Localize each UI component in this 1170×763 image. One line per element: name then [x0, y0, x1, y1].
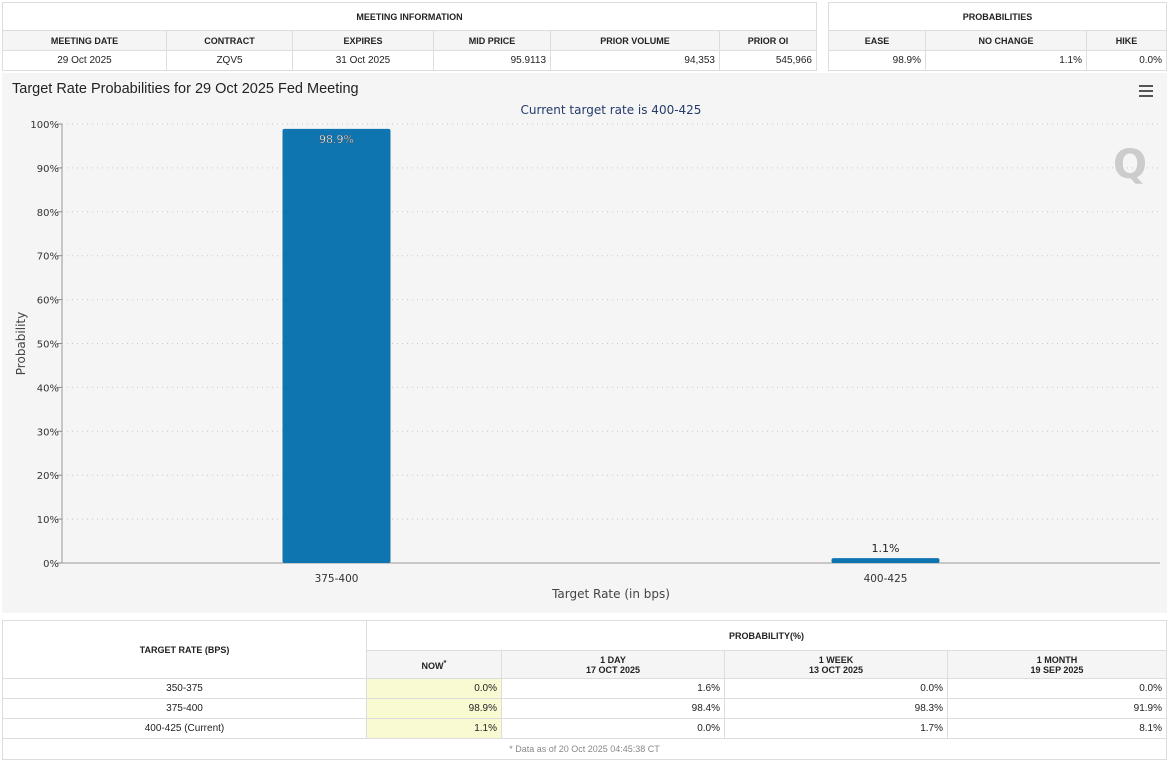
- probabilities-title: PROBABILITIES: [828, 2, 1167, 31]
- meeting-info-table: MEETING INFORMATION MEETING DATE CONTRACT…: [2, 2, 817, 71]
- no-change-value: 1.1%: [925, 50, 1087, 71]
- y-tick-label: 90%: [37, 164, 59, 175]
- prior-volume: 94,353: [550, 50, 720, 71]
- y-tick-label: 10%: [37, 515, 59, 526]
- probability-cell: 1.6%: [501, 678, 725, 699]
- y-tick-label: 70%: [37, 252, 59, 263]
- data-label: 1.1%: [872, 542, 900, 555]
- period-label: NOW: [421, 661, 444, 671]
- probability-cell: 0.0%: [501, 718, 725, 739]
- probability-cell: 1.7%: [724, 718, 948, 739]
- probability-cell: 0.0%: [724, 678, 948, 699]
- period-header: NOW*: [366, 650, 502, 679]
- probabilities-table: PROBABILITIES EASE NO CHANGE HIKE 98.9% 1.1…: [828, 2, 1167, 71]
- probability-cell: 0.0%: [947, 678, 1167, 699]
- col-header: PRIOR VOLUME: [550, 30, 720, 51]
- probability-cell: 0.0%: [366, 678, 502, 699]
- period-header: 1 MONTH 19 SEP 2025: [947, 650, 1167, 679]
- meeting-info-title: MEETING INFORMATION: [2, 2, 817, 31]
- contract: ZQV5: [166, 50, 293, 71]
- period-date: 13 OCT 2025: [808, 664, 864, 675]
- ease-value: 98.9%: [828, 50, 926, 71]
- x-tick-label: 400-425: [864, 573, 908, 585]
- chart-subtitle: Current target rate is 400-425: [521, 103, 702, 117]
- bar-375-400: [282, 128, 391, 564]
- period-header: 1 DAY 17 OCT 2025: [501, 650, 725, 679]
- period-label: 1 DAY: [600, 654, 626, 665]
- col-header: MID PRICE: [433, 30, 551, 51]
- col-header: EASE: [828, 30, 926, 51]
- y-tick-label: 100%: [30, 120, 59, 131]
- bar-400-425: [831, 558, 940, 563]
- data-label: 98.9%: [319, 133, 354, 146]
- y-tick-label: 20%: [37, 471, 59, 482]
- period-label: 1 MONTH: [1036, 654, 1078, 665]
- probability-cell: 91.9%: [947, 698, 1167, 719]
- bar-chart: 0% 10% 20% 30% 40% 50% 60% 70% 80% 90% 100% 375-400…: [14, 103, 1160, 601]
- period-label: 1 WEEK: [818, 654, 854, 665]
- col-header: MEETING DATE: [2, 30, 167, 51]
- chart-menu-icon[interactable]: [1139, 85, 1153, 100]
- x-axis-title: Target Rate (in bps): [551, 587, 670, 601]
- probability-cell: 98.9%: [366, 698, 502, 719]
- col-header: NO CHANGE: [925, 30, 1087, 51]
- y-tick-label: 0%: [43, 559, 59, 570]
- y-tick-label: 50%: [37, 340, 59, 351]
- chart-title: Target Rate Probabilities for 29 Oct 202…: [12, 81, 359, 97]
- probability-cell: 98.4%: [501, 698, 725, 719]
- meeting-date: 29 Oct 2025: [2, 50, 167, 71]
- y-axis-title: Probability: [14, 312, 28, 375]
- y-tick-label: 30%: [37, 427, 59, 438]
- expires: 31 Oct 2025: [292, 50, 434, 71]
- probability-cell: 1.1%: [366, 718, 502, 739]
- footnote: * Data as of 20 Oct 2025 04:45:38 CT: [2, 738, 1167, 760]
- probability-cell: 8.1%: [947, 718, 1167, 739]
- logo-watermark-icon: Q: [1113, 142, 1147, 188]
- prior-oi: 545,966: [719, 50, 817, 71]
- x-tick-label: 375-400: [315, 573, 359, 585]
- period-date: 17 OCT 2025: [585, 664, 641, 675]
- period-date: 19 SEP 2025: [1030, 664, 1084, 675]
- table-row: 350-375 0.0% 1.6% 0.0% 0.0%: [2, 678, 1167, 699]
- mid-price: 95.9113: [433, 50, 551, 71]
- target-rate: 400-425 (Current): [2, 718, 367, 739]
- col-header: HIKE: [1086, 30, 1167, 51]
- probability-header: PROBABILITY(%): [366, 620, 1167, 651]
- hike-value: 0.0%: [1086, 50, 1167, 71]
- target-rate: 350-375: [2, 678, 367, 699]
- col-header: CONTRACT: [166, 30, 293, 51]
- target-rate: 375-400: [2, 698, 367, 719]
- col-header: EXPIRES: [292, 30, 434, 51]
- probability-history-table: TARGET RATE (BPS) PROBABILITY(%) NOW* 1 DA…: [2, 620, 1167, 760]
- y-tick-label: 60%: [37, 296, 59, 307]
- probability-cell: 98.3%: [724, 698, 948, 719]
- footnote-mark: *: [443, 658, 447, 667]
- col-header: PRIOR OI: [719, 30, 817, 51]
- table-row: 400-425 (Current) 1.1% 0.0% 1.7% 8.1%: [2, 718, 1167, 739]
- chart-panel: Target Rate Probabilities for 29 Oct 202…: [2, 73, 1167, 613]
- period-header: 1 WEEK 13 OCT 2025: [724, 650, 948, 679]
- target-rate-header: TARGET RATE (BPS): [2, 620, 367, 679]
- y-tick-label: 40%: [37, 383, 59, 394]
- y-tick-label: 80%: [37, 208, 59, 219]
- table-row: 375-400 98.9% 98.4% 98.3% 91.9%: [2, 698, 1167, 719]
